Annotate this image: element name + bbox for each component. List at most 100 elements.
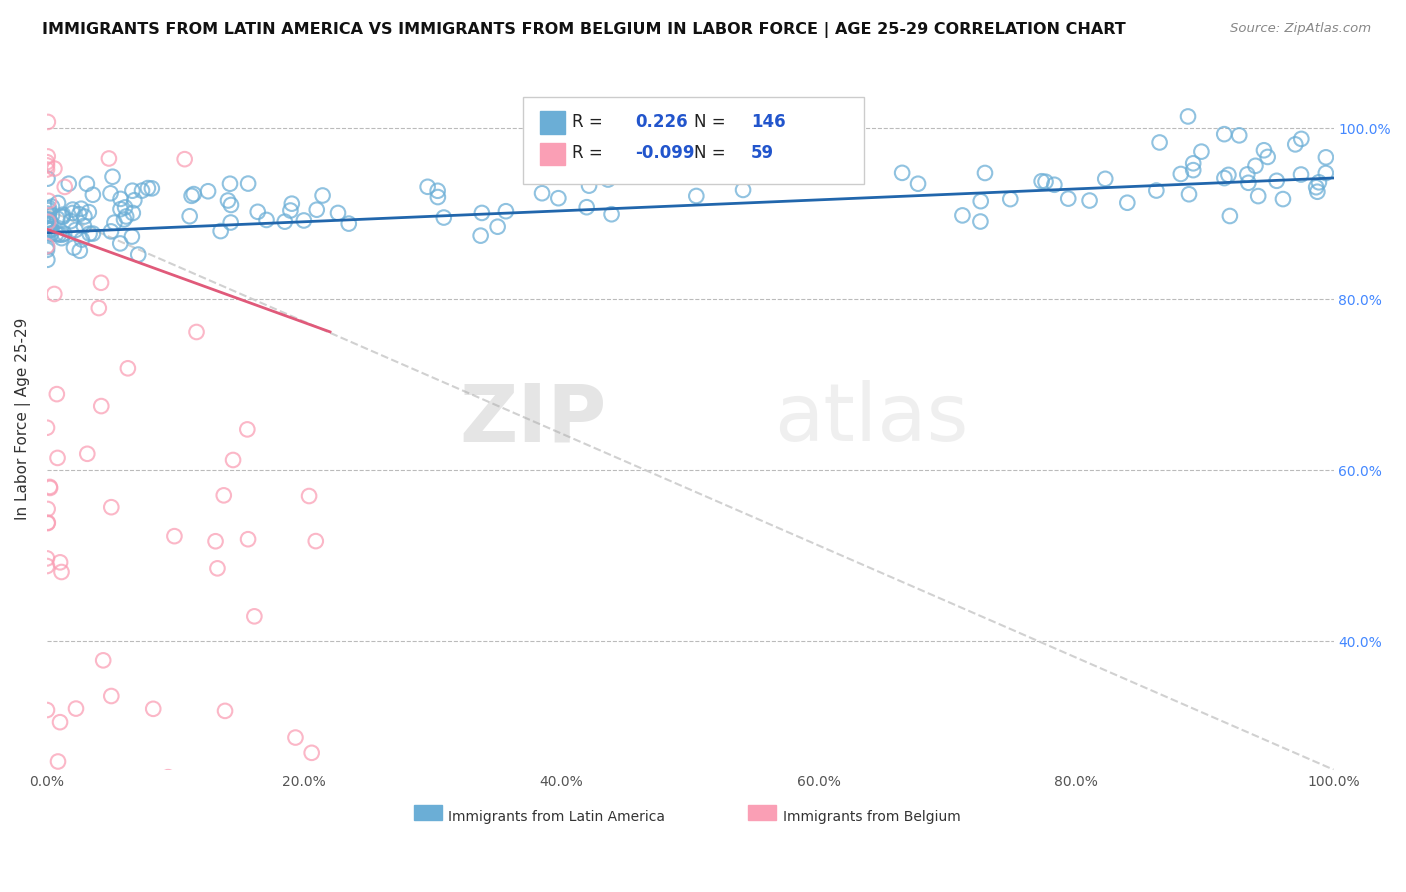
Point [100,689,122,703]
Point [547,191,569,205]
Text: Source: ZipAtlas.com: Source: ZipAtlas.com [1230,22,1371,36]
Point [1219,209,1241,223]
Point [70,233,93,247]
Point [236,177,259,191]
Point [173,152,195,166]
Point [1315,150,1337,164]
Point [70,202,93,216]
Point [246,204,269,219]
Point [37,171,59,186]
FancyBboxPatch shape [540,143,565,165]
Text: N =: N = [695,145,731,162]
Point [46,196,69,211]
Point [37,516,59,530]
Text: -0.099: -0.099 [636,145,695,162]
Point [1043,178,1066,192]
Text: atlas: atlas [773,380,969,458]
Point [596,172,619,186]
Text: ZIP: ZIP [460,380,606,458]
Point [52,208,75,222]
Point [222,453,245,467]
Point [51,565,73,579]
Point [73,210,96,224]
Point [1308,175,1330,189]
Point [292,213,315,227]
Point [1237,176,1260,190]
Point [1218,168,1240,182]
Point [294,772,316,787]
Point [952,208,974,222]
Point [219,215,242,229]
Point [1236,168,1258,182]
Point [69,244,91,258]
Point [48,227,70,242]
Point [600,207,623,221]
FancyBboxPatch shape [540,112,565,134]
Point [1178,187,1201,202]
Point [486,219,509,234]
Point [100,500,122,515]
Point [62,206,84,220]
Point [1078,194,1101,208]
Point [274,214,297,228]
Point [97,152,120,166]
Point [1227,128,1250,143]
Point [38,480,60,494]
Point [142,702,165,716]
Point [73,219,96,233]
Y-axis label: In Labor Force | Age 25-29: In Labor Force | Age 25-29 [15,318,31,520]
Point [35,239,58,253]
Text: 146: 146 [751,112,786,131]
Point [39,227,62,242]
Point [100,186,122,201]
Point [1182,163,1205,178]
Text: 0.226: 0.226 [636,112,688,131]
Point [65,223,87,237]
Point [828,151,851,165]
Point [731,183,754,197]
Point [52,210,75,224]
Point [209,224,232,238]
Point [46,755,69,769]
Point [305,202,328,217]
Point [45,227,67,241]
Point [1031,174,1053,188]
FancyBboxPatch shape [523,96,863,185]
Point [51,231,73,245]
Point [1144,184,1167,198]
Point [35,243,58,257]
Point [39,217,62,231]
Point [236,422,259,436]
Point [212,488,235,502]
Point [59,214,82,228]
Point [163,529,186,543]
Point [495,204,517,219]
Point [103,216,125,230]
Point [121,206,143,220]
Point [77,205,100,219]
Point [82,227,104,241]
FancyBboxPatch shape [413,805,441,820]
Point [90,399,112,413]
Text: N =: N = [695,112,731,131]
Point [110,236,132,251]
Point [110,192,132,206]
Point [1000,192,1022,206]
Point [136,181,159,195]
Point [186,325,208,339]
Point [37,219,59,233]
FancyBboxPatch shape [748,805,776,820]
Point [38,194,60,208]
Point [531,186,554,201]
Point [433,211,456,225]
Point [1057,192,1080,206]
Point [1094,171,1116,186]
Point [1035,175,1057,189]
Point [1289,168,1312,182]
Point [219,198,242,212]
Point [236,532,259,546]
Point [37,203,59,218]
Point [256,213,278,227]
Point [305,534,328,549]
Text: 59: 59 [751,145,773,162]
